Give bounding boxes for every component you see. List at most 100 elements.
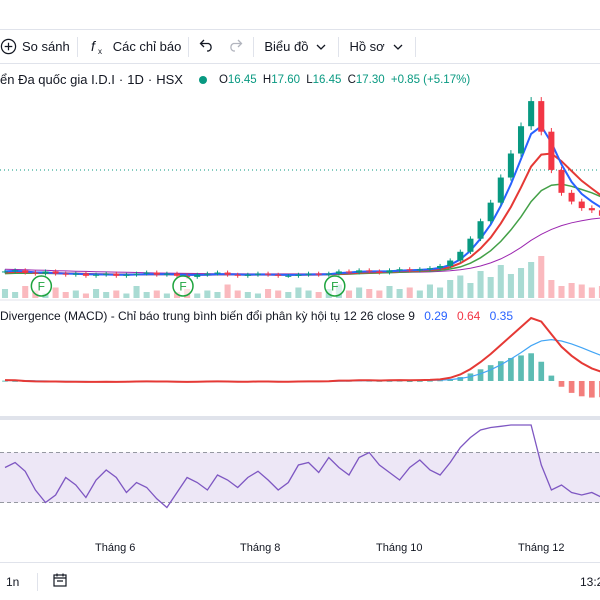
exchange-label: HSX [156, 72, 183, 87]
symbol-name[interactable]: ển Đa quốc gia I.D.I [0, 72, 115, 87]
volume-bar [22, 286, 29, 298]
candle-body [285, 275, 292, 277]
macd-histogram-bar [265, 381, 271, 382]
volume-bar [254, 293, 261, 298]
candle-body [366, 270, 373, 272]
histogram-value: 0.35 [489, 309, 514, 323]
volume-bar [335, 284, 342, 298]
volume-bar [386, 286, 393, 298]
macd-histogram-bar [204, 380, 211, 382]
candle-body [457, 251, 464, 261]
macd-histogram-bar [133, 380, 140, 382]
macd-signal-line [5, 338, 600, 383]
candle-body [194, 274, 201, 277]
candle-body [345, 271, 353, 273]
volume-bar [437, 287, 444, 298]
candle-body [82, 273, 89, 276]
profile-label: Hồ sơ [349, 39, 385, 54]
volume-bar [103, 292, 110, 298]
volume-bar [517, 268, 525, 298]
candle-body [133, 273, 140, 275]
macd-histogram-bar [427, 380, 433, 382]
volume-bar [82, 293, 89, 298]
candle-body [113, 273, 120, 276]
profile-dropdown[interactable]: Hồ sơ [339, 30, 414, 64]
chart-type-dropdown[interactable]: Biểu đồ [254, 30, 338, 64]
macd-histogram-bar [336, 380, 342, 382]
candle-body [396, 269, 403, 271]
macd-histogram-bar [528, 353, 534, 381]
macd-histogram-bar [487, 365, 494, 381]
volume-bar [62, 292, 69, 298]
candle-body [72, 273, 79, 275]
toolbar-divider [253, 36, 255, 57]
candles [1, 97, 600, 279]
macd-histogram-bar [376, 380, 383, 382]
macd-histogram-bar [366, 380, 373, 382]
volume-bar [194, 293, 201, 298]
undo-button[interactable] [189, 30, 221, 64]
macd-histogram-bar [12, 380, 18, 382]
macd-histogram-bar [315, 380, 322, 382]
macd-histogram-bar [558, 381, 565, 387]
macd-histogram-bar [417, 380, 423, 382]
candle-body [143, 272, 150, 274]
redo-button[interactable] [221, 30, 253, 64]
plus-circle-icon [0, 38, 17, 55]
candle-body [52, 271, 59, 274]
candle-body [62, 273, 69, 275]
ma-slow-line [4, 183, 600, 276]
candle-body [548, 131, 555, 170]
compare-button[interactable]: So sánh [0, 30, 77, 64]
interval-label[interactable]: 1D [127, 72, 144, 87]
macd-histogram-bar [578, 381, 585, 397]
volume-bar [528, 262, 535, 298]
macd-histogram-bar [275, 381, 282, 382]
ma-mid-line [4, 152, 600, 276]
chevron-down-icon [316, 44, 326, 50]
volume-bar [224, 284, 231, 298]
symbol-legend: ển Đa quốc gia I.D.I · 1D · HSX O16.45 H… [0, 72, 471, 87]
volume-bars [1, 256, 600, 298]
x-tick-label: Tháng 12 [518, 542, 565, 554]
calendar-range-icon[interactable] [52, 572, 68, 591]
macd-histogram-bar [32, 381, 39, 382]
volume-bar [12, 292, 19, 298]
volume-bar [133, 286, 140, 298]
candle-body [437, 265, 444, 269]
macd-histogram-bar [103, 381, 110, 382]
candle-body [517, 126, 525, 154]
volume-bar [376, 290, 383, 298]
range-button-1y[interactable]: 1n [6, 574, 20, 589]
macd-histogram-bar [113, 381, 120, 382]
candle-body [184, 275, 191, 277]
svg-text:x: x [98, 47, 102, 56]
clock-time: 13:2 [580, 574, 600, 589]
macd-histogram-bar [83, 381, 89, 382]
volume-bar [538, 256, 545, 298]
volume-bar [548, 280, 555, 298]
candle-body [477, 221, 484, 239]
candle-body [214, 272, 221, 274]
volume-bar [42, 293, 49, 298]
macd-histogram-bar [255, 380, 261, 382]
volume-bar [265, 289, 272, 298]
macd-histogram-bar [93, 381, 99, 382]
event-marker-label: F [38, 280, 45, 294]
chevron-down-icon [393, 44, 403, 50]
macd-histogram-bar [184, 381, 190, 382]
candle-body [295, 274, 302, 276]
volume-bar [93, 289, 100, 298]
macd-histogram-bar [538, 361, 545, 381]
candle-body [406, 269, 413, 271]
volume-bar [214, 292, 221, 298]
macd-histogram-bar [568, 381, 575, 393]
x-tick-label: Tháng 8 [240, 542, 281, 554]
macd-histogram-bar [214, 380, 221, 382]
candle-body [153, 272, 160, 275]
candle-body [558, 169, 565, 193]
volume-bar [467, 283, 474, 298]
macd-histogram-bar [62, 381, 69, 382]
